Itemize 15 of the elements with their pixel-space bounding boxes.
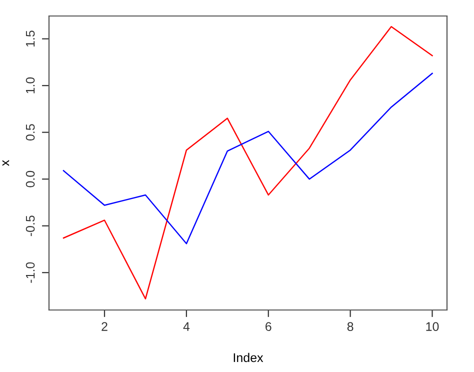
y-axis-title: x xyxy=(2,160,10,166)
x-tick-label: 10 xyxy=(426,322,439,331)
y-tick-label: 0.0 xyxy=(26,170,35,188)
x-tick-label: 4 xyxy=(183,322,190,331)
line-series xyxy=(62,26,433,300)
x-tick-label: 8 xyxy=(347,322,354,331)
y-tick-label: 0.5 xyxy=(26,124,35,141)
line-series xyxy=(62,72,433,244)
y-tick-label: 1.0 xyxy=(26,77,35,94)
y-tick-label: -0.5 xyxy=(26,216,35,236)
x-tick-label: 6 xyxy=(266,322,272,331)
y-tick-label: -1.0 xyxy=(26,262,35,283)
x-tick-label: 2 xyxy=(102,322,108,331)
y-tick-label: 1.5 xyxy=(26,30,35,47)
x-axis-title: Index xyxy=(234,352,264,362)
